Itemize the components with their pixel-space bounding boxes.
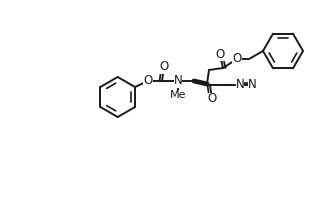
Text: N: N [248, 78, 256, 92]
Text: O: O [215, 48, 225, 60]
Text: Me: Me [170, 90, 186, 100]
Text: O: O [232, 53, 242, 65]
Text: O: O [207, 93, 216, 105]
Text: O: O [143, 74, 152, 88]
Text: N: N [174, 74, 182, 88]
Text: O: O [159, 60, 169, 73]
Text: N: N [236, 78, 245, 92]
